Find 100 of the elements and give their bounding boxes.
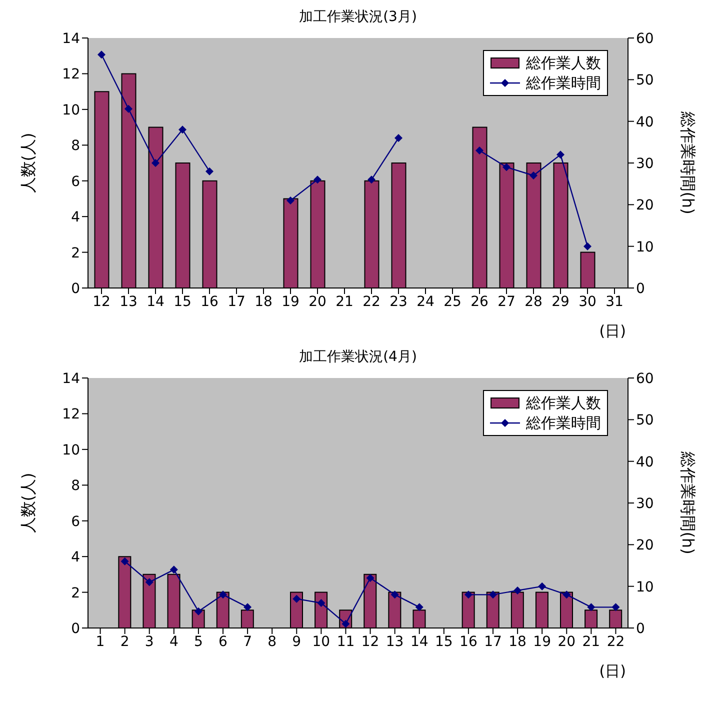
y2-tick-label: 60	[636, 30, 654, 47]
x-tick-label: 14	[146, 294, 164, 310]
x-tick-label: 17	[484, 634, 502, 650]
point	[194, 607, 202, 616]
point	[317, 599, 326, 607]
point	[502, 163, 510, 172]
point	[366, 574, 374, 582]
point	[170, 566, 178, 574]
point	[178, 126, 186, 134]
y-axis-title: 人数(人)	[18, 472, 38, 534]
legend-label: 総作業人数	[526, 393, 601, 413]
y-tick-label: 4	[71, 550, 80, 566]
x-tick-label: 2	[120, 634, 130, 650]
point	[219, 590, 227, 599]
point	[314, 176, 322, 184]
point	[612, 603, 620, 612]
x-tick-label: 13	[120, 294, 138, 310]
x-tick-label: 10	[312, 634, 330, 650]
y-tick-label: 2	[71, 585, 80, 602]
y2-axis-title: 総作業時間(h)	[678, 110, 698, 214]
y-tick-label: 6	[71, 174, 80, 190]
point	[538, 582, 546, 590]
point	[464, 590, 472, 599]
point	[514, 586, 522, 594]
x-tick-label: 7	[243, 634, 252, 650]
x-tick-label: 4	[169, 634, 178, 650]
y2-tick-label: 40	[636, 454, 654, 470]
y2-tick-label: 20	[636, 538, 654, 554]
x-tick-label: 16	[460, 634, 478, 650]
point	[152, 159, 160, 167]
x-tick-label: 20	[308, 294, 326, 310]
x-tick-label: 22	[362, 294, 380, 310]
x-tick-label: 27	[498, 294, 516, 310]
x-tick-label: 18	[508, 634, 526, 650]
x-tick-label: 1	[96, 634, 105, 650]
x-tick-label: 29	[552, 294, 570, 310]
x-tick-label: 17	[228, 294, 246, 310]
y-tick-label: 14	[62, 370, 80, 387]
y-tick-label: 10	[62, 442, 80, 458]
x-tick-label: 16	[200, 294, 218, 310]
x-tick-label: 3	[144, 634, 154, 650]
y-tick-label: 8	[71, 138, 80, 154]
x-tick-label: 6	[218, 634, 228, 650]
x-axis-title: (日)	[599, 662, 626, 680]
point	[584, 242, 592, 250]
x-tick-label: 24	[416, 294, 434, 310]
x-tick-label: 21	[336, 294, 354, 310]
y2-tick-label: 30	[636, 496, 654, 512]
y-axis-title: 人数(人)	[18, 132, 38, 194]
point	[415, 603, 424, 612]
x-axis-title: (日)	[599, 322, 626, 340]
x-tick-label: 15	[434, 634, 453, 650]
x-tick-label: 19	[533, 634, 552, 650]
x-tick-label: 30	[578, 294, 596, 310]
x-tick-label: 9	[292, 634, 302, 650]
y-tick-label: 6	[71, 514, 80, 530]
y-tick-label: 4	[71, 210, 80, 226]
y2-tick-label: 30	[636, 156, 654, 172]
y2-tick-label: 0	[636, 620, 645, 637]
x-tick-label: 25	[444, 294, 462, 310]
x-tick-label: 23	[390, 294, 408, 310]
x-tick-label: 14	[410, 634, 428, 650]
x-tick-label: 5	[194, 634, 203, 650]
point	[145, 578, 154, 586]
x-tick-label: 21	[582, 634, 600, 650]
x-tick-label: 26	[470, 294, 488, 310]
point	[562, 590, 571, 599]
x-tick-label: 28	[524, 294, 542, 310]
x-tick-label: 8	[268, 634, 277, 650]
point	[124, 104, 132, 113]
y2-tick-label: 50	[636, 72, 654, 89]
y-tick-label: 12	[62, 66, 80, 83]
x-tick-label: 15	[174, 294, 192, 310]
point	[206, 167, 214, 176]
y-tick-label: 8	[71, 478, 80, 494]
point	[286, 196, 294, 204]
point	[556, 150, 564, 159]
point	[98, 50, 106, 59]
point	[342, 620, 350, 628]
y2-tick-label: 10	[636, 239, 654, 256]
point	[120, 557, 129, 566]
x-tick-label: 19	[282, 294, 300, 310]
point	[587, 603, 596, 612]
point	[476, 146, 484, 154]
point	[489, 590, 497, 599]
point	[390, 590, 399, 599]
point	[292, 594, 301, 603]
y2-tick-label: 60	[636, 370, 654, 387]
y-tick-label: 0	[71, 620, 80, 637]
y2-tick-label: 0	[636, 280, 645, 297]
point	[368, 176, 376, 184]
y-tick-label: 10	[62, 102, 80, 118]
x-tick-label: 12	[92, 294, 110, 310]
point	[530, 172, 538, 180]
x-tick-label: 31	[606, 294, 624, 310]
x-tick-label: 22	[606, 634, 625, 650]
x-tick-label: 13	[386, 634, 404, 650]
x-tick-label: 12	[361, 634, 380, 650]
y-tick-label: 12	[62, 406, 80, 423]
y-tick-label: 14	[62, 30, 80, 47]
